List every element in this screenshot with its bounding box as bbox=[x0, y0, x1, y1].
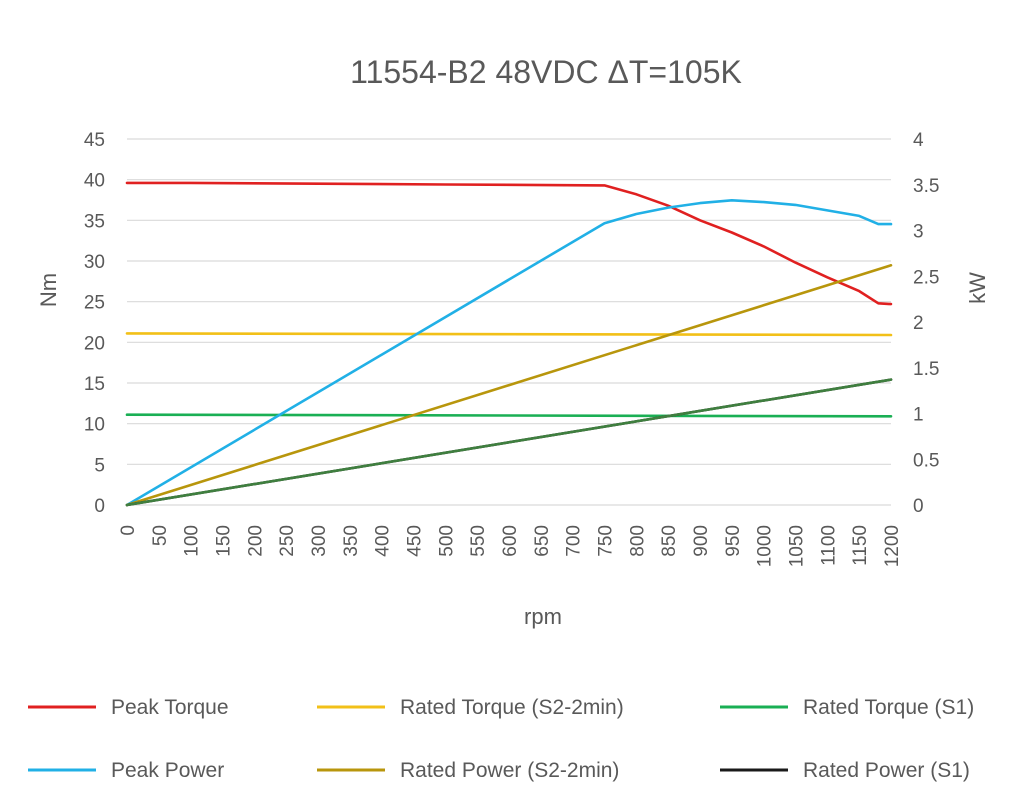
y-left-tick-label: 15 bbox=[84, 374, 105, 395]
y-right-tick-label: 2 bbox=[913, 313, 924, 334]
chart-title: 11554-B2 48VDC ΔT=105K bbox=[350, 54, 742, 90]
series-line-peak-torque bbox=[125, 181, 893, 306]
y-left-tick-label: 25 bbox=[84, 293, 105, 314]
legend-item: Rated Torque (S1) bbox=[720, 696, 974, 719]
x-tick-label: 200 bbox=[245, 525, 266, 557]
x-tick-label: 1200 bbox=[882, 525, 903, 567]
left-axis-ticks: 0 5 10 15 20 25 30 35 40 45 bbox=[84, 130, 105, 517]
x-tick-label: 250 bbox=[277, 525, 298, 557]
y-left-axis-label: Nm bbox=[36, 273, 61, 307]
y-left-tick-label: 5 bbox=[94, 455, 105, 476]
y-right-tick-label: 0.5 bbox=[913, 450, 939, 471]
y-left-tick-label: 45 bbox=[84, 130, 105, 151]
legend-label: Rated Power (S1) bbox=[803, 759, 970, 782]
y-right-tick-label: 1 bbox=[913, 405, 924, 426]
legend-item: Peak Power bbox=[28, 759, 224, 782]
x-tick-label: 600 bbox=[500, 525, 521, 557]
y-right-tick-label: 0 bbox=[913, 496, 924, 517]
x-tick-label: 750 bbox=[596, 525, 617, 557]
y-right-axis-label: kW bbox=[965, 272, 990, 304]
series-line-rated-power-s1-highlight bbox=[125, 378, 893, 507]
x-tick-label: 450 bbox=[405, 525, 426, 557]
y-left-tick-label: 10 bbox=[84, 415, 105, 436]
x-tick-label: 500 bbox=[436, 525, 457, 557]
legend-label: Rated Torque (S1) bbox=[803, 696, 974, 719]
y-right-tick-label: 3.5 bbox=[913, 176, 939, 197]
x-tick-label: 800 bbox=[627, 525, 648, 557]
series-line-rated-torque-s1 bbox=[125, 413, 893, 418]
y-left-tick-label: 0 bbox=[94, 496, 105, 517]
y-left-tick-label: 20 bbox=[84, 333, 105, 354]
x-tick-label: 1000 bbox=[755, 525, 776, 567]
legend-label: Peak Torque bbox=[111, 696, 229, 719]
legend-label: Peak Power bbox=[111, 759, 224, 782]
legend-item: Rated Power (S1) bbox=[720, 759, 970, 782]
x-tick-label: 1050 bbox=[787, 525, 808, 567]
legend-label: Rated Power (S2-2min) bbox=[400, 759, 619, 782]
x-tick-label: 1100 bbox=[818, 525, 839, 566]
y-right-tick-label: 4 bbox=[913, 130, 924, 151]
x-tick-label: 400 bbox=[373, 525, 394, 557]
series-line-rated-torque-s2-2min bbox=[125, 332, 893, 337]
legend-label: Rated Torque (S2-2min) bbox=[400, 696, 624, 719]
x-tick-label: 300 bbox=[309, 525, 330, 557]
y-left-tick-label: 35 bbox=[84, 211, 105, 232]
legend: Peak Torque Rated Torque (S2-2min) Rated T… bbox=[28, 696, 974, 782]
x-tick-label: 1150 bbox=[850, 525, 871, 566]
right-axis-ticks: 0 0.5 1 1.5 2 2.5 3 3.5 4 bbox=[913, 130, 939, 517]
x-tick-label: 900 bbox=[691, 525, 712, 557]
x-tick-label: 550 bbox=[468, 525, 489, 557]
x-tick-label: 950 bbox=[723, 525, 744, 557]
legend-item: Rated Torque (S2-2min) bbox=[317, 696, 624, 719]
x-tick-label: 0 bbox=[118, 525, 139, 536]
x-tick-label: 350 bbox=[341, 525, 362, 557]
legend-item: Peak Torque bbox=[28, 696, 229, 719]
y-right-tick-label: 2.5 bbox=[913, 267, 939, 288]
series-line-peak-power bbox=[125, 199, 893, 507]
x-tick-label: 50 bbox=[150, 525, 171, 546]
x-axis-label: rpm bbox=[524, 604, 562, 629]
x-tick-label: 100 bbox=[182, 525, 203, 557]
y-right-tick-label: 1.5 bbox=[913, 359, 939, 380]
y-left-tick-label: 30 bbox=[84, 252, 105, 273]
x-tick-label: 650 bbox=[532, 525, 553, 557]
x-tick-label: 850 bbox=[659, 525, 680, 557]
x-axis-ticks: 0 50 100 150 200 250 300 350 400 450 500 550 600 650 7… bbox=[118, 525, 903, 567]
legend-item: Rated Power (S2-2min) bbox=[317, 759, 619, 782]
x-tick-label: 700 bbox=[564, 525, 585, 557]
series-lines bbox=[125, 181, 893, 507]
gridlines bbox=[127, 138, 891, 506]
y-right-tick-label: 3 bbox=[913, 222, 924, 243]
series-line-rated-power-s2-2min bbox=[125, 263, 893, 507]
x-tick-label: 150 bbox=[214, 525, 235, 557]
y-left-tick-label: 40 bbox=[84, 171, 105, 192]
